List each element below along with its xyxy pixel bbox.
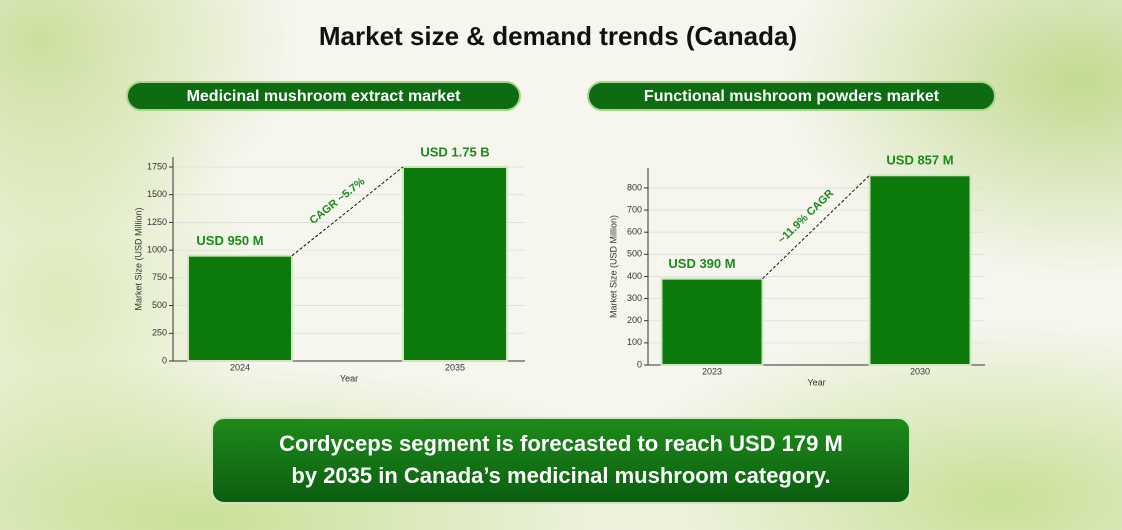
bar — [402, 165, 508, 362]
chart-title: Functional mushroom powders market — [644, 88, 940, 105]
x-tick-label: 2030 — [910, 366, 930, 376]
y-axis-label: Market Size (USD Million) — [608, 215, 618, 318]
chart-title: Medicinal mushroom extract market — [187, 88, 462, 105]
y-tick-label: 1000 — [147, 245, 167, 255]
chart-header — [126, 81, 521, 111]
value-label: USD 857 M — [886, 153, 953, 168]
annotation: ~11.9% CAGR — [776, 187, 836, 246]
y-tick-label: 250 — [152, 328, 167, 338]
callout-text: by 2035 in Canada’s medicinal mushroom c… — [291, 463, 830, 488]
chart-header — [587, 81, 996, 111]
value-label: USD 950 M — [196, 233, 263, 248]
y-tick-label: 1750 — [147, 161, 167, 171]
y-tick-label: 1500 — [147, 189, 167, 199]
callout-text: Cordyceps segment is forecasted to reach… — [279, 431, 843, 456]
page-title: Market size & demand trends (Canada) — [319, 21, 797, 51]
trend-line — [291, 166, 404, 257]
y-tick-label: 0 — [637, 359, 642, 369]
value-label: USD 390 M — [668, 256, 735, 271]
x-tick-label: 2024 — [230, 362, 250, 372]
y-tick-label: 500 — [152, 300, 167, 310]
trend-line — [762, 174, 870, 280]
y-tick-label: 300 — [627, 293, 642, 303]
y-tick-label: 1250 — [147, 217, 167, 227]
bar — [868, 174, 972, 366]
value-label: USD 1.75 B — [420, 144, 489, 159]
x-axis-label: Year — [340, 373, 358, 383]
x-tick-label: 2023 — [702, 366, 722, 376]
y-tick-label: 0 — [162, 355, 167, 365]
bar — [187, 254, 293, 363]
y-tick-label: 750 — [152, 272, 167, 282]
x-tick-label: 2035 — [445, 362, 465, 372]
y-tick-label: 500 — [627, 249, 642, 259]
y-tick-label: 200 — [627, 315, 642, 325]
y-tick-label: 400 — [627, 271, 642, 281]
y-tick-label: 700 — [627, 204, 642, 214]
callout-box — [211, 417, 911, 504]
bar — [660, 277, 764, 367]
annotation: CAGR ~5.7% — [308, 176, 368, 227]
x-axis-label: Year — [807, 377, 825, 387]
y-tick-label: 100 — [627, 337, 642, 347]
y-tick-label: 800 — [627, 182, 642, 192]
y-axis-label: Market Size (USD Million) — [133, 207, 143, 310]
y-tick-label: 600 — [627, 227, 642, 237]
